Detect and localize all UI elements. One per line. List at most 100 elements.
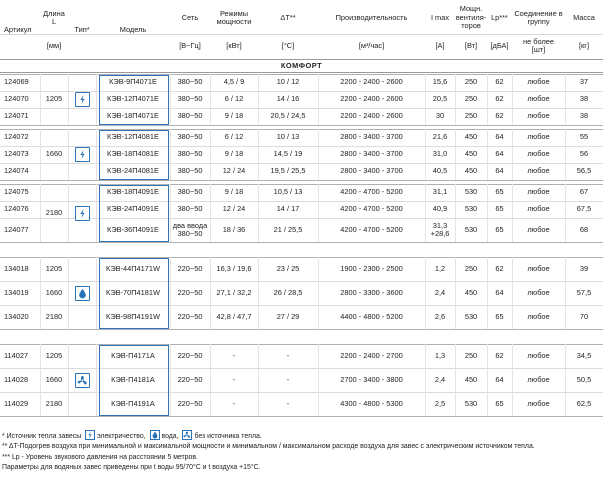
value-cell: 20,5 / 24,5 [270, 111, 306, 121]
text-line: Мощн. [459, 4, 483, 14]
row-line [0, 218, 603, 219]
icon-electric [79, 149, 85, 160]
row-line [0, 392, 603, 393]
value-cell: любое [527, 311, 550, 321]
model-group-box [99, 185, 169, 242]
article: 124072 [4, 132, 29, 142]
value-cell: 12 / 24 [222, 166, 246, 176]
column-unit: [В~Гц] [179, 40, 201, 50]
text-line: +28,6 [430, 229, 450, 238]
value-cell: любое [527, 187, 550, 197]
column-line [170, 184, 171, 242]
row-line [0, 163, 603, 164]
value-cell: 10 / 13 [276, 132, 300, 142]
footnote: Параметры для водяных завес приведены пр… [2, 464, 261, 472]
column-unit: [кг] [578, 40, 590, 50]
value-cell: два ввода 380~50 [170, 218, 210, 242]
footnote-text: * Источник тепла завесы [2, 432, 82, 440]
model-group-box [99, 258, 169, 329]
column-line [512, 344, 513, 416]
value-cell: 2200 - 2400 - 2700 [340, 350, 403, 360]
footnote: ** ΔT-Подогрев воздуха при минимальной и… [2, 443, 535, 451]
column-unit: [Вт] [464, 40, 478, 50]
value-cell: 1900 - 2300 - 2500 [340, 263, 403, 273]
value-cell: любое [527, 204, 550, 214]
column-line [170, 129, 171, 180]
value-cell: 250 [464, 111, 478, 121]
value-cell: - [286, 350, 290, 360]
icon-none [183, 431, 191, 438]
value-cell: 220~50 [177, 374, 203, 384]
article: 134019 [4, 287, 29, 297]
column-line [258, 344, 259, 416]
type-icon [74, 147, 90, 162]
type-icon [74, 205, 90, 221]
value-cell: 9 / 18 [224, 187, 244, 197]
column-line [425, 257, 426, 329]
row-line [0, 34, 603, 35]
column-line [425, 344, 426, 416]
column-line [170, 74, 171, 125]
value-cell: 64 [495, 287, 504, 297]
icon [85, 430, 96, 440]
value-cell: 12 / 24 [222, 204, 246, 214]
column-line [512, 129, 513, 180]
value-cell: 4200 - 4700 - 5200 [340, 204, 403, 214]
value-cell: любое [527, 263, 550, 273]
text-line: 31,3 [432, 220, 448, 230]
icon-none [77, 375, 87, 385]
column-line [565, 129, 566, 180]
model: КЭВ-24П4091E [107, 204, 159, 214]
value-cell: любое [527, 374, 550, 384]
column-line [487, 184, 488, 242]
column-line [68, 184, 69, 242]
column-header: Мощн. вентиля-торов [455, 2, 487, 34]
column-line [210, 184, 211, 242]
column-line [96, 129, 97, 180]
column-header: Производительность [335, 12, 408, 22]
text-line: 380~50 [177, 229, 203, 238]
value-cell: 67,5 [576, 204, 592, 214]
column-line [425, 184, 426, 242]
column-unit: [°C] [281, 40, 295, 50]
model: КЭВ-12П4081E [107, 132, 159, 142]
length: 2180 [45, 207, 63, 217]
column-line [565, 257, 566, 329]
text-line: не более [523, 36, 554, 46]
row-line [0, 201, 603, 202]
model: КЭВ-18П4091E [107, 187, 159, 197]
value-cell: 55 [579, 132, 589, 142]
value-cell: любое [527, 77, 550, 87]
value-cell: любое [527, 166, 550, 176]
value-cell: 2,6 [434, 311, 446, 321]
row-line [0, 108, 603, 109]
article: 124075 [4, 187, 29, 197]
value-cell: - [232, 374, 236, 384]
value-cell: 380~50 [177, 204, 203, 214]
length: 1205 [45, 94, 63, 104]
column-line [455, 184, 456, 242]
column-header: Режимы мощности [210, 2, 258, 34]
model-group-box [99, 75, 169, 125]
value-cell: 65 [495, 311, 504, 321]
footnotes: * Источник тепла завесы электричество, в… [2, 430, 602, 474]
model: КЭВ-П4191A [111, 398, 155, 408]
column-header: Артикул [4, 24, 32, 34]
value-cell: - [232, 350, 236, 360]
model: КЭВ-12П4071E [107, 94, 159, 104]
value-cell: 64 [495, 166, 504, 176]
text-line: [шт] [531, 45, 546, 54]
value-cell: 380~50 [177, 111, 203, 121]
type-icon [74, 285, 90, 301]
row-line [0, 74, 603, 75]
value-cell: 220~50 [177, 311, 203, 321]
icon [149, 430, 160, 440]
row-line [0, 180, 603, 181]
row-line [0, 368, 603, 369]
article: 124077 [4, 224, 29, 234]
value-cell: 56,5 [576, 166, 592, 176]
value-cell: 1,2 [434, 263, 446, 273]
value-cell: любое [527, 287, 550, 297]
article: 124074 [4, 166, 29, 176]
row-line [0, 146, 603, 147]
